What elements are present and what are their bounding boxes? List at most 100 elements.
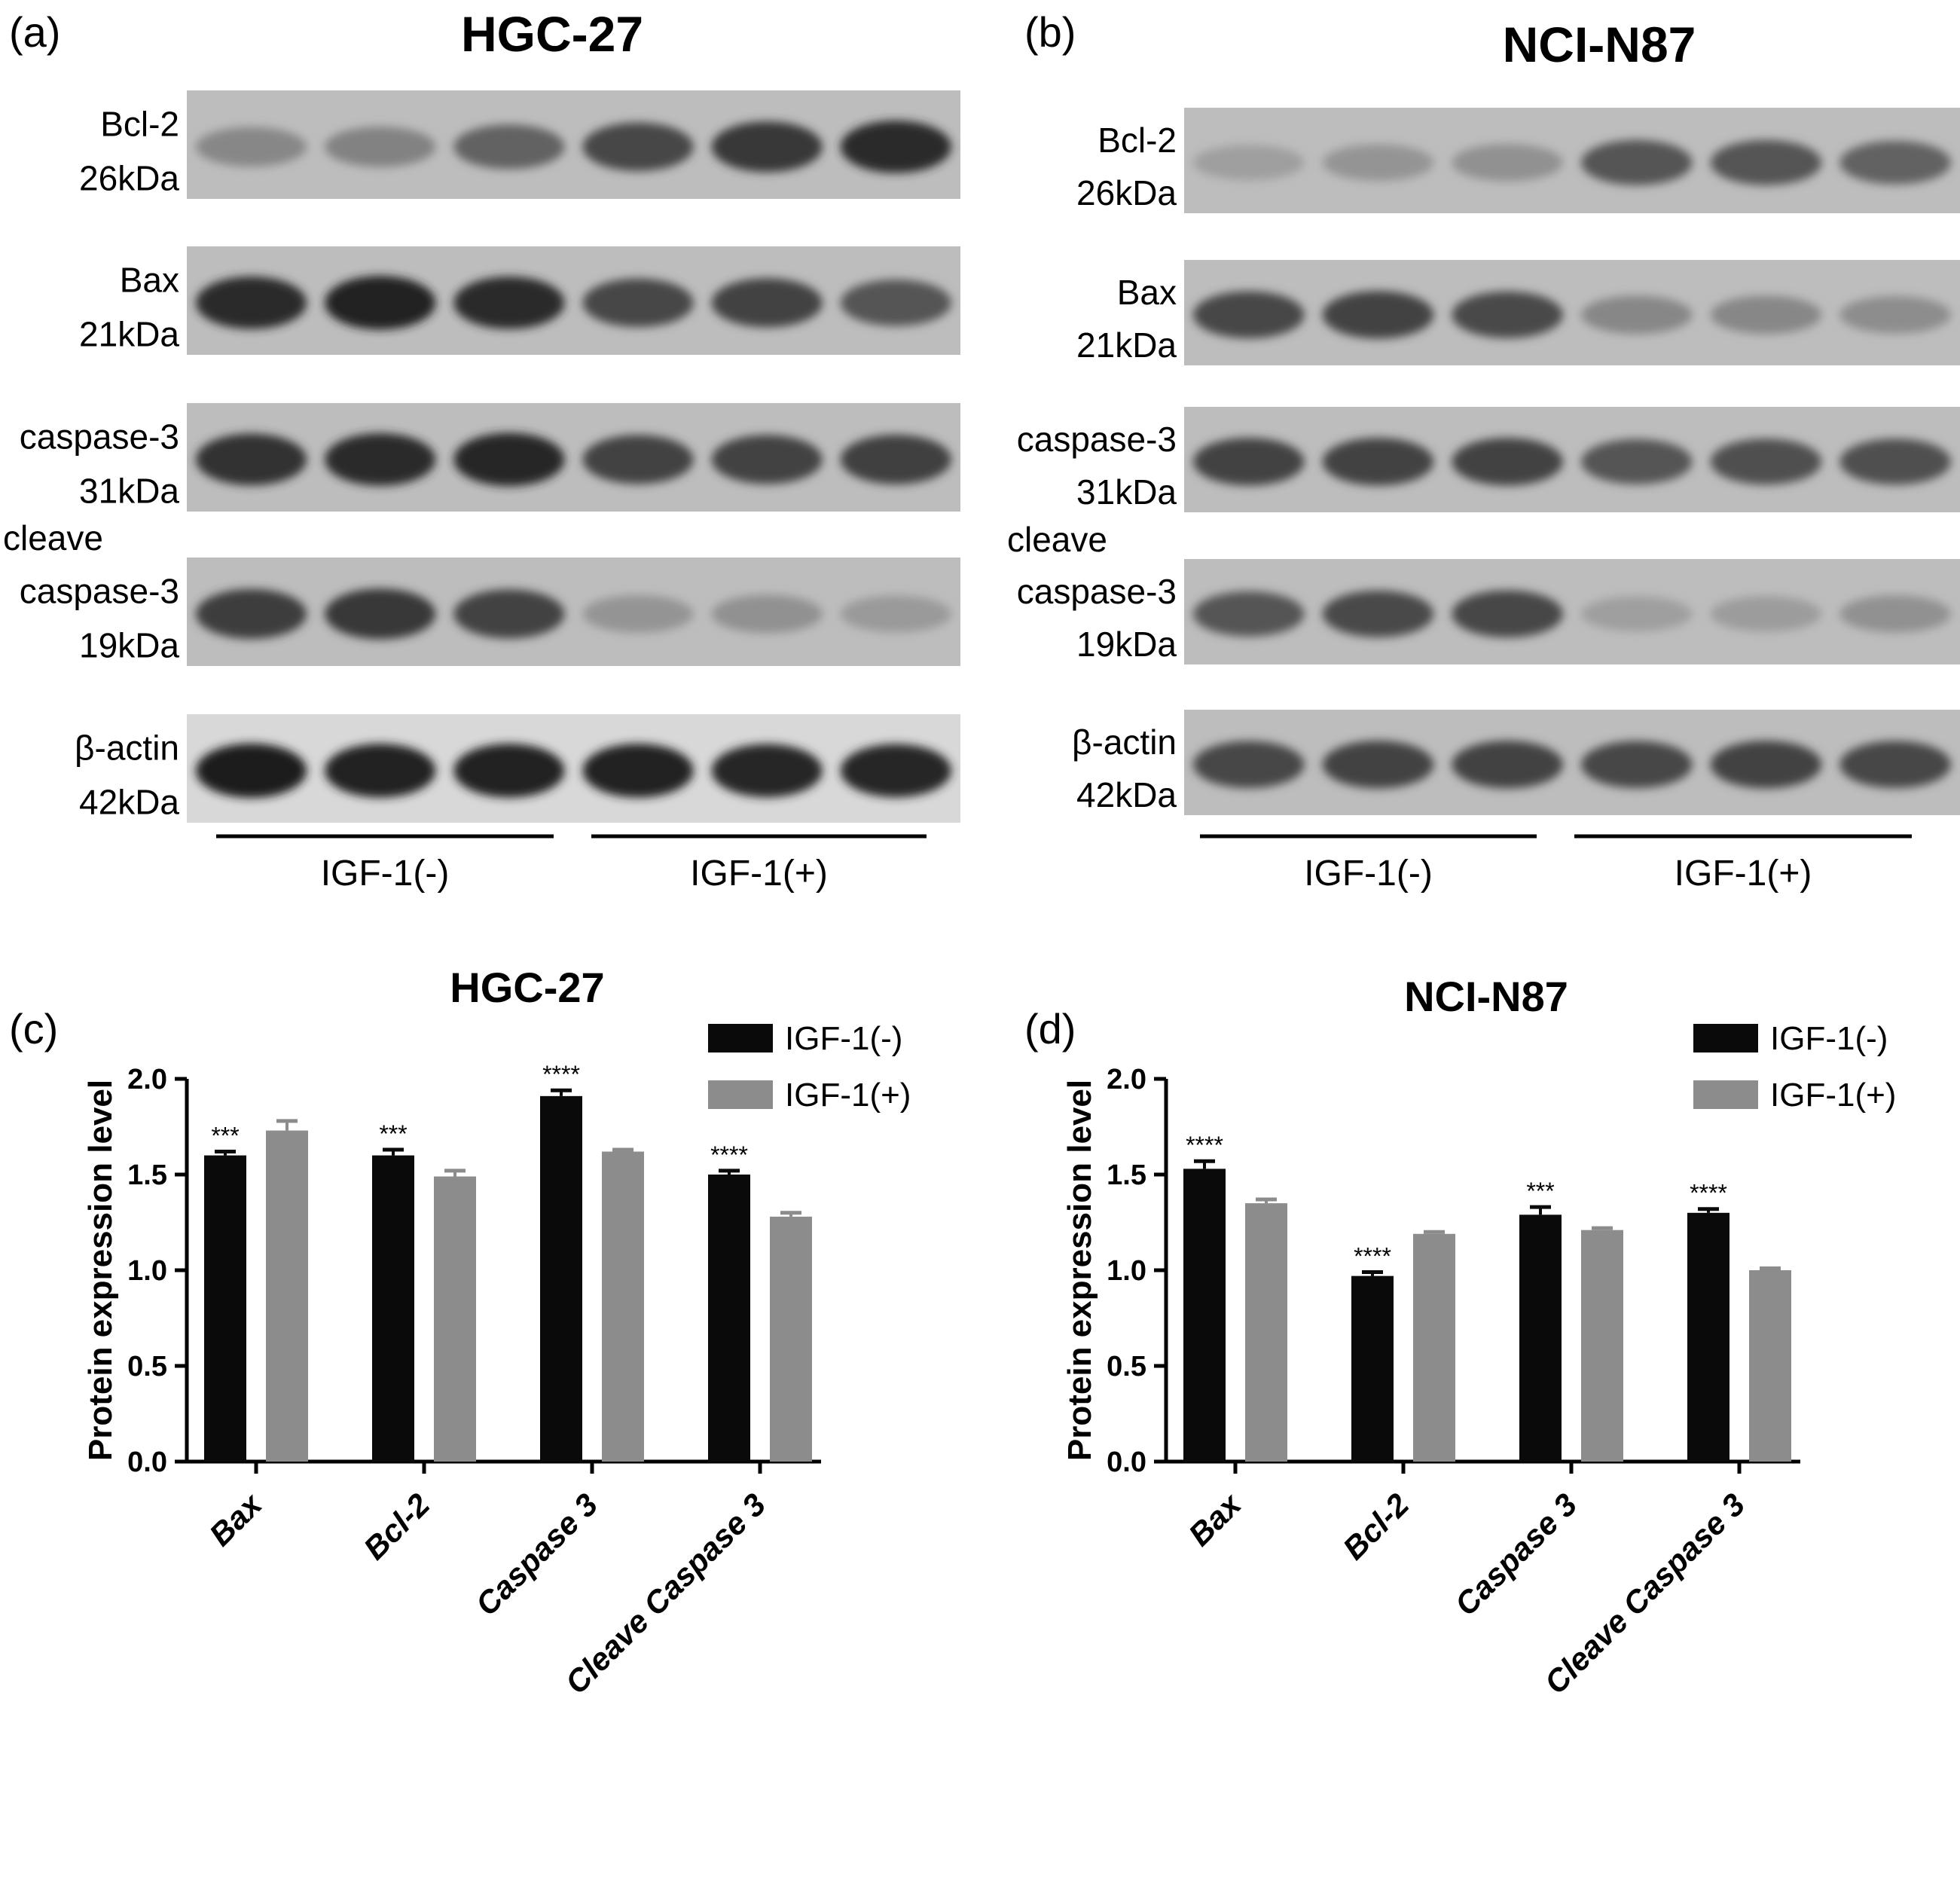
protein-band: [711, 278, 823, 328]
y-axis-title: Protein expression level: [82, 1080, 119, 1461]
y-tick-label: 2.0: [127, 1064, 167, 1095]
panel-letter: (b): [1024, 8, 1076, 56]
protein-band: [1710, 741, 1822, 789]
protein-band: [840, 280, 952, 326]
protein-band: [453, 276, 565, 329]
band-weight-label: 26kDa: [1076, 173, 1177, 212]
protein-band: [1322, 438, 1434, 486]
bar-igf1-neg: [1519, 1214, 1562, 1462]
bar-igf1-pos: [1413, 1233, 1455, 1462]
protein-band: [1193, 145, 1305, 181]
protein-band: [582, 744, 694, 798]
protein-band: [1452, 144, 1563, 182]
band-weight-label: 21kDa: [1076, 325, 1177, 365]
bar-igf1-neg: [1183, 1169, 1226, 1462]
y-tick-label: 2.0: [1107, 1064, 1146, 1095]
band-weight-label: 31kDa: [1076, 472, 1177, 512]
y-tick-label: 0.5: [127, 1351, 167, 1382]
protein-band: [453, 124, 565, 170]
band-protein-label: β-actin: [75, 728, 179, 767]
band-protein-label: caspase-3: [20, 571, 179, 610]
blot-strip: [187, 403, 960, 512]
legend-swatch-igf1-neg: [1693, 1024, 1758, 1052]
bar-igf1-pos: [1245, 1203, 1287, 1462]
legend-label: IGF-1(-): [1770, 1020, 1888, 1057]
protein-band: [1581, 596, 1693, 632]
bar-igf1-pos: [1581, 1230, 1623, 1462]
protein-band: [1710, 438, 1822, 485]
significance-marker: ****: [542, 1061, 580, 1088]
protein-band: [1839, 741, 1951, 789]
protein-band: [840, 744, 952, 798]
legend-swatch-igf1-pos: [1693, 1080, 1758, 1109]
protein-band: [840, 434, 952, 484]
protein-band: [582, 122, 694, 172]
band-weight-label: 42kDa: [79, 782, 179, 821]
y-axis-title: Protein expression level: [1061, 1080, 1098, 1461]
protein-band: [582, 435, 694, 484]
y-tick-label: 1.0: [127, 1255, 167, 1287]
legend-swatch-igf1-pos: [708, 1080, 773, 1109]
bar-igf1-pos: [266, 1130, 308, 1462]
bar-igf1-pos: [1749, 1270, 1791, 1462]
chart-title: HGC-27: [450, 964, 604, 1011]
band-protein-label: β-actin: [1072, 723, 1177, 762]
protein-band: [1193, 591, 1305, 637]
x-category-label: Bax: [203, 1486, 270, 1553]
significance-marker: ***: [211, 1123, 239, 1150]
bar-igf1-neg: [1687, 1212, 1730, 1462]
chart-title: NCI-N87: [1404, 973, 1568, 1020]
blot-strip: [187, 90, 960, 199]
x-category-label: Caspase 3: [1448, 1486, 1583, 1622]
protein-band: [582, 594, 694, 633]
blot-strip: [1184, 407, 1960, 512]
protein-band: [1581, 741, 1693, 789]
bar-igf1-pos: [602, 1151, 644, 1462]
band-weight-label: 26kDa: [79, 158, 179, 197]
protein-band: [195, 588, 307, 639]
protein-band: [1193, 438, 1305, 486]
protein-band: [1839, 140, 1951, 185]
protein-band: [711, 744, 823, 798]
significance-marker: ****: [1354, 1243, 1391, 1270]
panel-letter: (d): [1024, 1005, 1076, 1052]
protein-band: [325, 744, 436, 798]
protein-band: [1581, 438, 1693, 484]
band-protein-label: caspase-3: [1017, 420, 1177, 459]
legend-label: IGF-1(-): [785, 1020, 902, 1057]
y-tick-label: 1.5: [1107, 1159, 1146, 1191]
group-label: IGF-1(+): [690, 854, 828, 894]
protein-band: [1581, 139, 1693, 185]
protein-band: [1322, 741, 1434, 789]
bar-igf1-neg: [1351, 1276, 1394, 1462]
protein-band: [1322, 590, 1434, 637]
y-tick-label: 1.5: [127, 1159, 167, 1191]
band-weight-label: 31kDa: [79, 471, 179, 510]
bar-igf1-neg: [708, 1175, 750, 1462]
protein-band: [1322, 144, 1434, 182]
group-label: IGF-1(+): [1675, 854, 1812, 894]
protein-band: [1452, 590, 1563, 638]
panel-letter: (a): [9, 8, 60, 56]
panel-letter: (c): [9, 1005, 58, 1052]
band-label-prefix: cleave: [1007, 520, 1107, 559]
significance-marker: ****: [1186, 1132, 1223, 1159]
protein-band: [1322, 291, 1434, 339]
band-protein-label: caspase-3: [1017, 572, 1177, 611]
y-tick-label: 0.5: [1107, 1351, 1146, 1382]
western-blot-panel-a: (a) HGC-27 Bcl-2 26kDa Bax 21kDa caspase-3 31kD…: [3, 6, 960, 894]
band-protein-label: Bcl-2: [1098, 121, 1177, 160]
y-tick-label: 1.0: [1107, 1255, 1146, 1287]
protein-band: [1452, 438, 1563, 486]
blot-strip: [187, 246, 960, 355]
significance-marker: ***: [1526, 1178, 1554, 1205]
protein-band: [325, 588, 436, 640]
group-label: IGF-1(-): [321, 854, 450, 894]
blot-title: NCI-N87: [1503, 17, 1696, 72]
protein-band: [582, 278, 694, 328]
protein-band: [711, 435, 823, 484]
bar-chart-panel-c: (c) HGC-27 Protein expression level 0.0 0.5 1…: [9, 964, 911, 1700]
protein-band: [453, 744, 565, 798]
bar-igf1-pos: [770, 1216, 812, 1462]
legend-swatch-igf1-neg: [708, 1024, 773, 1052]
